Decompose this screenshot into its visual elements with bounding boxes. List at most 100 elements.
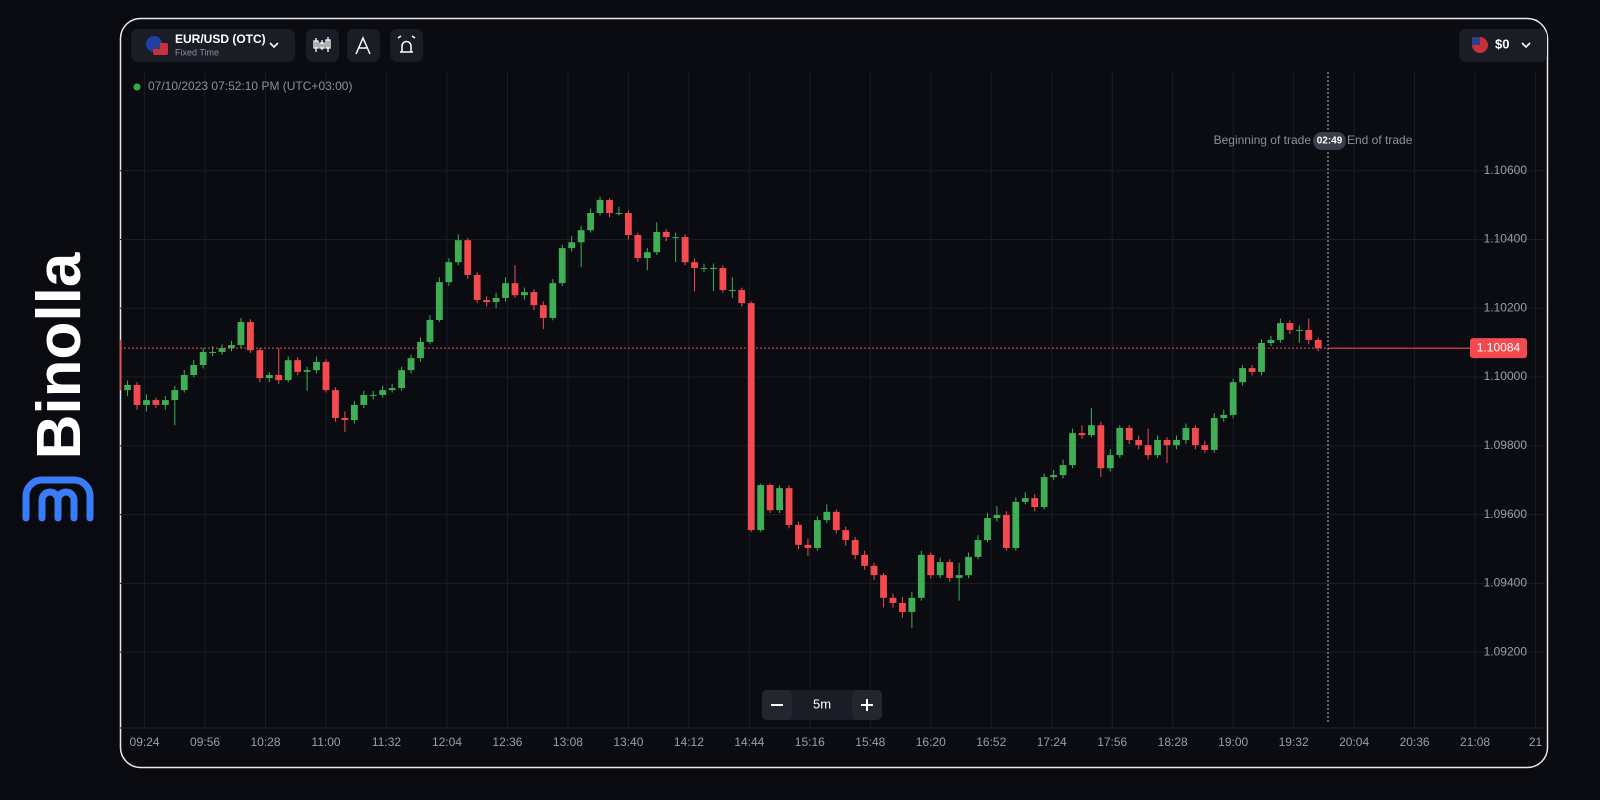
candle-body	[577, 230, 585, 243]
candle-body	[1314, 339, 1322, 349]
candle-body	[757, 485, 765, 531]
timestamp: 07/10/2023 07:52:10 PM (UTC+03:00)	[148, 79, 352, 93]
x-tick-label: 12:36	[492, 735, 522, 749]
asset-mode: Fixed Time	[175, 47, 219, 57]
candle-body	[124, 384, 131, 391]
candle-body	[492, 297, 500, 303]
candle-body	[237, 322, 245, 346]
candle-body	[1173, 439, 1180, 446]
candle-body	[662, 231, 670, 238]
candle-body	[965, 556, 972, 576]
y-tick-label: 1.10200	[1484, 300, 1528, 314]
candle-body	[294, 360, 302, 372]
candle-body	[823, 511, 831, 521]
candle-body	[993, 514, 1001, 519]
candle-body	[728, 290, 736, 292]
candle-body	[624, 213, 632, 236]
candle-body	[398, 370, 405, 389]
current-price-label: 1.10084	[1477, 340, 1521, 354]
zoom-interval: 5m	[813, 696, 831, 711]
candle-body	[596, 199, 604, 214]
candle-body	[256, 350, 264, 379]
candle-body	[899, 603, 906, 612]
alert-button[interactable]	[390, 29, 423, 62]
candle-body	[275, 374, 283, 381]
asset-pill[interactable]	[131, 29, 295, 62]
candle-body	[464, 240, 472, 275]
candle-body	[1191, 427, 1199, 446]
candle-body	[558, 248, 566, 284]
candle-body	[332, 390, 339, 418]
y-tick-label: 1.09800	[1484, 438, 1528, 452]
brand-logo	[22, 476, 94, 522]
candle-body	[1012, 501, 1020, 548]
candle-body	[1210, 417, 1218, 450]
balance-selector[interactable]: $0	[1459, 29, 1547, 62]
x-tick-label: 16:52	[976, 735, 1006, 749]
drawing-icon	[355, 36, 371, 55]
candle-body	[360, 394, 368, 405]
candle-body	[1154, 439, 1161, 456]
candle-body	[388, 388, 396, 391]
x-tick-label: 20:04	[1339, 735, 1369, 749]
candle-body	[842, 530, 850, 541]
candle-body	[691, 262, 698, 269]
x-tick-label: 19:00	[1218, 735, 1248, 749]
candle-body	[417, 341, 424, 359]
x-tick-label: 13:08	[553, 735, 583, 749]
candle-body	[615, 213, 623, 215]
trade-end-label: End of trade	[1347, 133, 1413, 147]
x-tick-label: 13:40	[613, 735, 643, 749]
candle-body	[303, 370, 311, 372]
candle-body	[870, 565, 878, 576]
x-tick-label: 15:48	[855, 735, 885, 749]
candle-body	[1059, 465, 1067, 476]
candle-body	[199, 351, 207, 366]
candle-body	[1248, 368, 1256, 372]
candle-body	[171, 390, 179, 401]
candle-body	[813, 520, 821, 548]
candle-body	[955, 575, 963, 578]
candle-body	[549, 283, 557, 318]
chevron	[1521, 42, 1531, 49]
candle-body	[1031, 498, 1039, 508]
candle-body	[1144, 445, 1152, 456]
x-tick-label: 15:16	[795, 735, 825, 749]
candle-body	[1286, 323, 1294, 330]
x-tick-label: 09:56	[190, 735, 220, 749]
asset-selector[interactable]: EUR/USD (OTC) Fixed Time	[131, 29, 295, 62]
candle-body	[851, 540, 859, 555]
x-tick-label: 14:12	[674, 735, 704, 749]
candle-body	[681, 237, 689, 263]
candle-body	[1116, 427, 1124, 456]
y-tick-label: 1.10600	[1484, 163, 1528, 177]
x-tick-label: 16:20	[916, 735, 946, 749]
candle-body	[1069, 433, 1076, 466]
asset-name[interactable]: EUR/USD (OTC)	[175, 32, 266, 46]
y-tick-label: 1.10000	[1484, 369, 1528, 383]
candles-icon	[313, 37, 331, 52]
candle-body	[1295, 329, 1303, 331]
y-tick-label: 1.10400	[1484, 232, 1528, 246]
candle-body	[218, 348, 226, 352]
candle-body	[653, 231, 661, 253]
x-tick-label: 20:36	[1400, 735, 1430, 749]
candle-body	[445, 262, 453, 283]
brand: Binolla	[25, 252, 94, 459]
plus-icon	[861, 699, 873, 711]
candle-body	[322, 361, 330, 391]
candle-body	[247, 322, 254, 351]
x-tick-label: 12:04	[432, 735, 462, 749]
candle-body	[568, 242, 576, 249]
x-tick-label: 11:32	[372, 735, 401, 749]
candle-body	[530, 292, 538, 306]
candle-body	[1078, 433, 1086, 436]
candle-body	[152, 400, 160, 405]
drawing-button[interactable]	[347, 29, 380, 62]
candle-body	[1305, 329, 1313, 340]
balance[interactable]: $0	[1495, 36, 1509, 51]
candle-body	[265, 374, 273, 379]
candle-body	[1267, 339, 1275, 344]
candle-body	[1220, 414, 1228, 418]
x-tick-label: 14:44	[734, 735, 764, 749]
